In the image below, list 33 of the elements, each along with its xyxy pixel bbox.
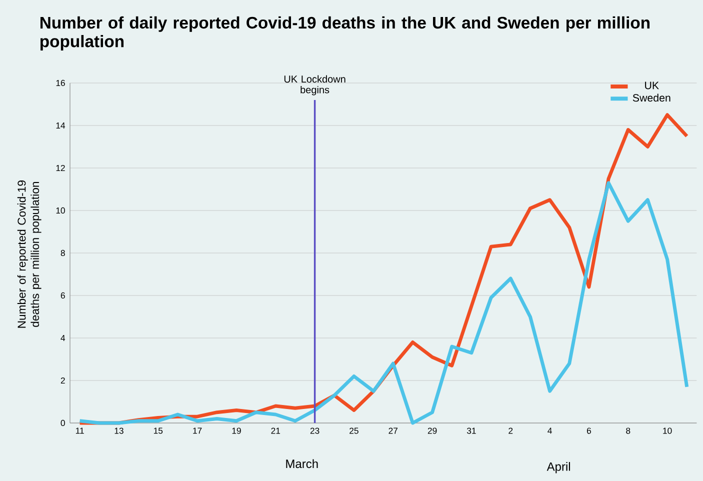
x-tick-label: 15 [154, 428, 163, 434]
x-tick-label: 13 [114, 428, 124, 434]
x-tick-label: 21 [271, 428, 280, 434]
text: April [546, 462, 570, 474]
y-tick-label: 16 [56, 80, 65, 86]
x-tick-label: 29 [428, 428, 437, 434]
y-tick-label: 2 [60, 377, 65, 384]
x-tick-label: 2 [508, 428, 513, 434]
y-tick-label: 4 [60, 335, 66, 341]
y-tick-label: 6 [60, 292, 65, 299]
chart-title: Number of daily reported Covid-19 deaths in the UK and Sweden per million population [40, 16, 650, 51]
line-series [78, 181, 689, 425]
x-tick-label: 8 [626, 428, 630, 434]
x-tick-label: 27 [388, 428, 398, 434]
ref-line-label: UK Lockdown begins [284, 75, 346, 96]
y-tick-label: 12 [56, 164, 65, 172]
y-tick-label: 8 [60, 250, 65, 256]
legend-label: UK [645, 82, 659, 90]
y-tick-label: 0 [60, 420, 65, 426]
x-tick-label: 11 [76, 428, 84, 434]
x-tick-label: 23 [310, 428, 320, 434]
x-tick-label: 4 [548, 428, 552, 434]
x-tick-label: 17 [193, 428, 202, 434]
y-axis-title: Number of reported Covid-19 deaths per million population [17, 180, 42, 328]
x-tick-label: 19 [232, 428, 241, 434]
y-tick-label: 10 [56, 207, 65, 214]
legend-label: Sweden [632, 94, 670, 102]
y-tick-label: 14 [56, 122, 66, 128]
x-tick-label: 25 [350, 428, 358, 434]
text: March [286, 459, 318, 468]
x-tick-label: 6 [586, 428, 591, 434]
x-tick-label: 31 [466, 428, 476, 434]
x-tick-label: 10 [663, 428, 672, 434]
